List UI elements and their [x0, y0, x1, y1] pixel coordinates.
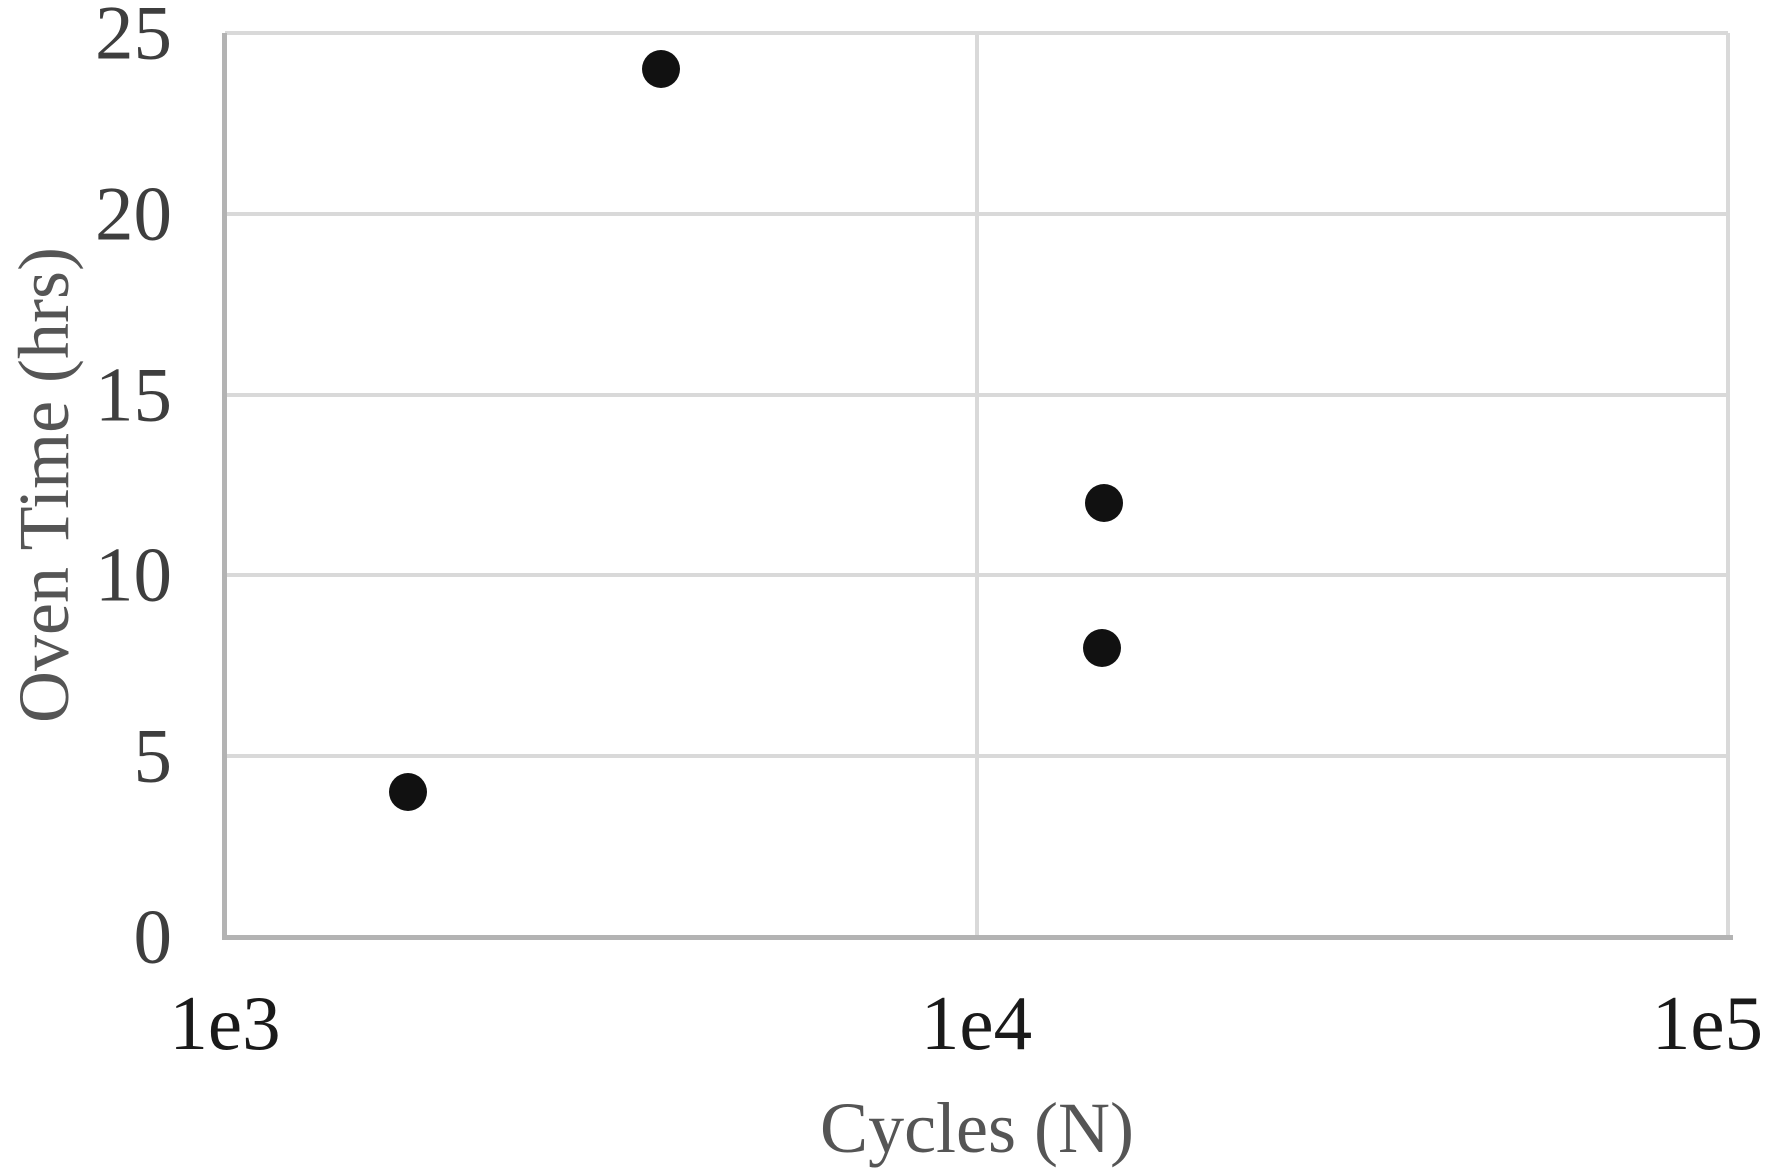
data-point-4 [1085, 484, 1124, 523]
data-point-1 [388, 773, 427, 812]
y-tick-label-20: 20 [95, 170, 172, 257]
x-tick-label-1e4: 1e4 [920, 980, 1033, 1066]
y-tick-label-25: 25 [95, 0, 172, 76]
y-tick-label-0: 0 [133, 893, 173, 980]
v-gridline-1e5 [1726, 33, 1730, 937]
y-axis-title: Oven Time (hrs) [4, 246, 84, 724]
y-tick-label-5: 5 [133, 712, 173, 799]
x-axis-line [222, 935, 1733, 940]
v-gridline-1e4 [974, 33, 979, 937]
x-tick-label-1e5: 1e5 [1651, 980, 1763, 1066]
data-point-3 [1083, 628, 1122, 667]
y-tick-label-10: 10 [95, 531, 172, 618]
y-tick-label-15: 15 [95, 351, 172, 438]
x-tick-label-1e3: 1e3 [169, 980, 281, 1066]
data-point-2 [641, 50, 680, 89]
x-axis-title: Cycles (N) [820, 1088, 1134, 1168]
y-axis-line [222, 33, 227, 940]
